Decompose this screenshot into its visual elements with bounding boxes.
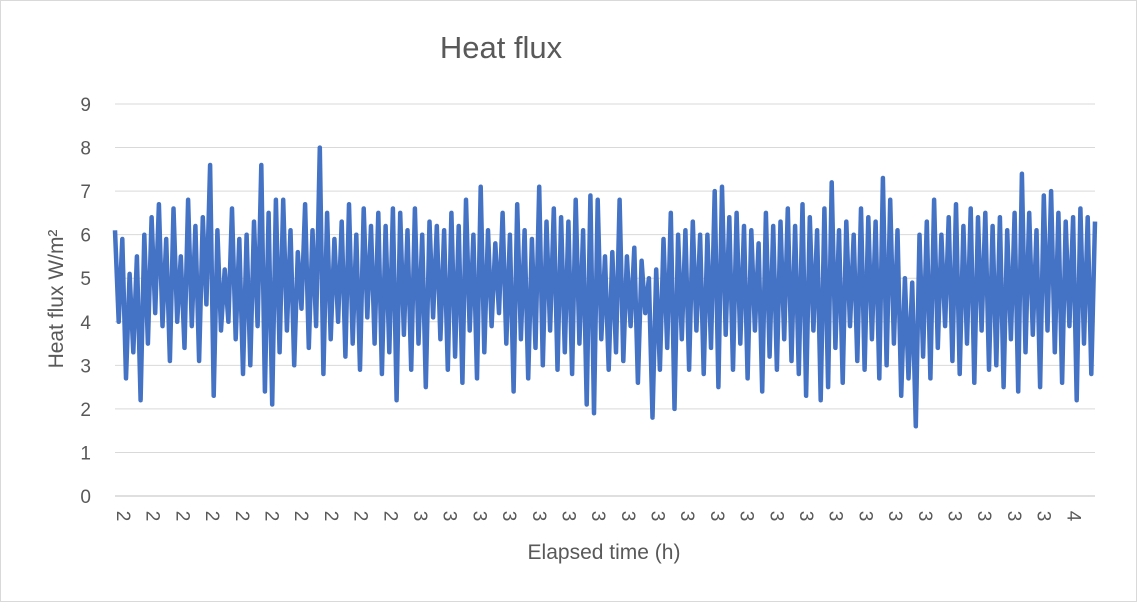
y-axis-label: Heat flux W/m² (45, 230, 68, 369)
x-tick-label: 3 (617, 511, 638, 522)
x-tick-label: 3 (795, 511, 816, 522)
chart-title: Heat flux (440, 30, 563, 65)
x-tick-label: 3 (944, 511, 965, 522)
y-tick-label: 5 (80, 269, 91, 290)
y-tick-label: 1 (80, 443, 91, 464)
x-tick-label: 3 (914, 511, 935, 522)
x-tick-label: 3 (528, 511, 549, 522)
x-tick-label: 3 (1003, 511, 1024, 522)
y-tick-label: 0 (80, 487, 91, 508)
y-tick-label: 4 (80, 313, 91, 334)
x-tick-label: 3 (884, 511, 905, 522)
x-tick-label: 3 (647, 511, 668, 522)
x-tick-label: 3 (765, 511, 786, 522)
y-tick-label: 3 (80, 356, 91, 377)
x-tick-label: 3 (409, 511, 430, 522)
x-tick-label: 2 (201, 511, 222, 522)
series-layer (112, 145, 1098, 429)
x-tick-label: 2 (290, 511, 311, 522)
x-tick-label: 3 (1033, 511, 1054, 522)
x-tick-label: 3 (854, 511, 875, 522)
x-tick-label: 2 (379, 511, 400, 522)
x-tick-label: 2 (260, 511, 281, 522)
x-tick-label: 2 (171, 511, 192, 522)
x-tick-label: 2 (320, 511, 341, 522)
x-tick-label: 3 (468, 511, 489, 522)
y-tick-label: 8 (80, 139, 91, 160)
x-tick-label: 3 (498, 511, 519, 522)
y-axis: 0 1 2 3 4 5 6 7 8 9 (80, 95, 91, 508)
y-tick-label: 9 (80, 95, 91, 116)
y-tick-label: 2 (80, 400, 91, 421)
x-tick-label: 3 (587, 511, 608, 522)
x-tick-label: 3 (825, 511, 846, 522)
x-tick-label: 3 (736, 511, 757, 522)
x-tick-label: 4 (1062, 511, 1083, 522)
x-tick-label: 2 (112, 511, 133, 522)
x-tick-label: 3 (706, 511, 727, 522)
x-tick-label: 3 (439, 511, 460, 522)
y-tick-label: 6 (80, 226, 91, 247)
x-tick-label: 2 (350, 511, 371, 522)
x-tick-label: 3 (676, 511, 697, 522)
x-tick-label: 2 (142, 511, 163, 522)
x-tick-label: 2 (231, 511, 252, 522)
x-tick-label: 3 (557, 511, 578, 522)
x-axis-label: Elapsed time (h) (528, 541, 681, 564)
x-tick-label: 3 (973, 511, 994, 522)
y-tick-label: 7 (80, 182, 91, 203)
series-line (112, 145, 1098, 429)
